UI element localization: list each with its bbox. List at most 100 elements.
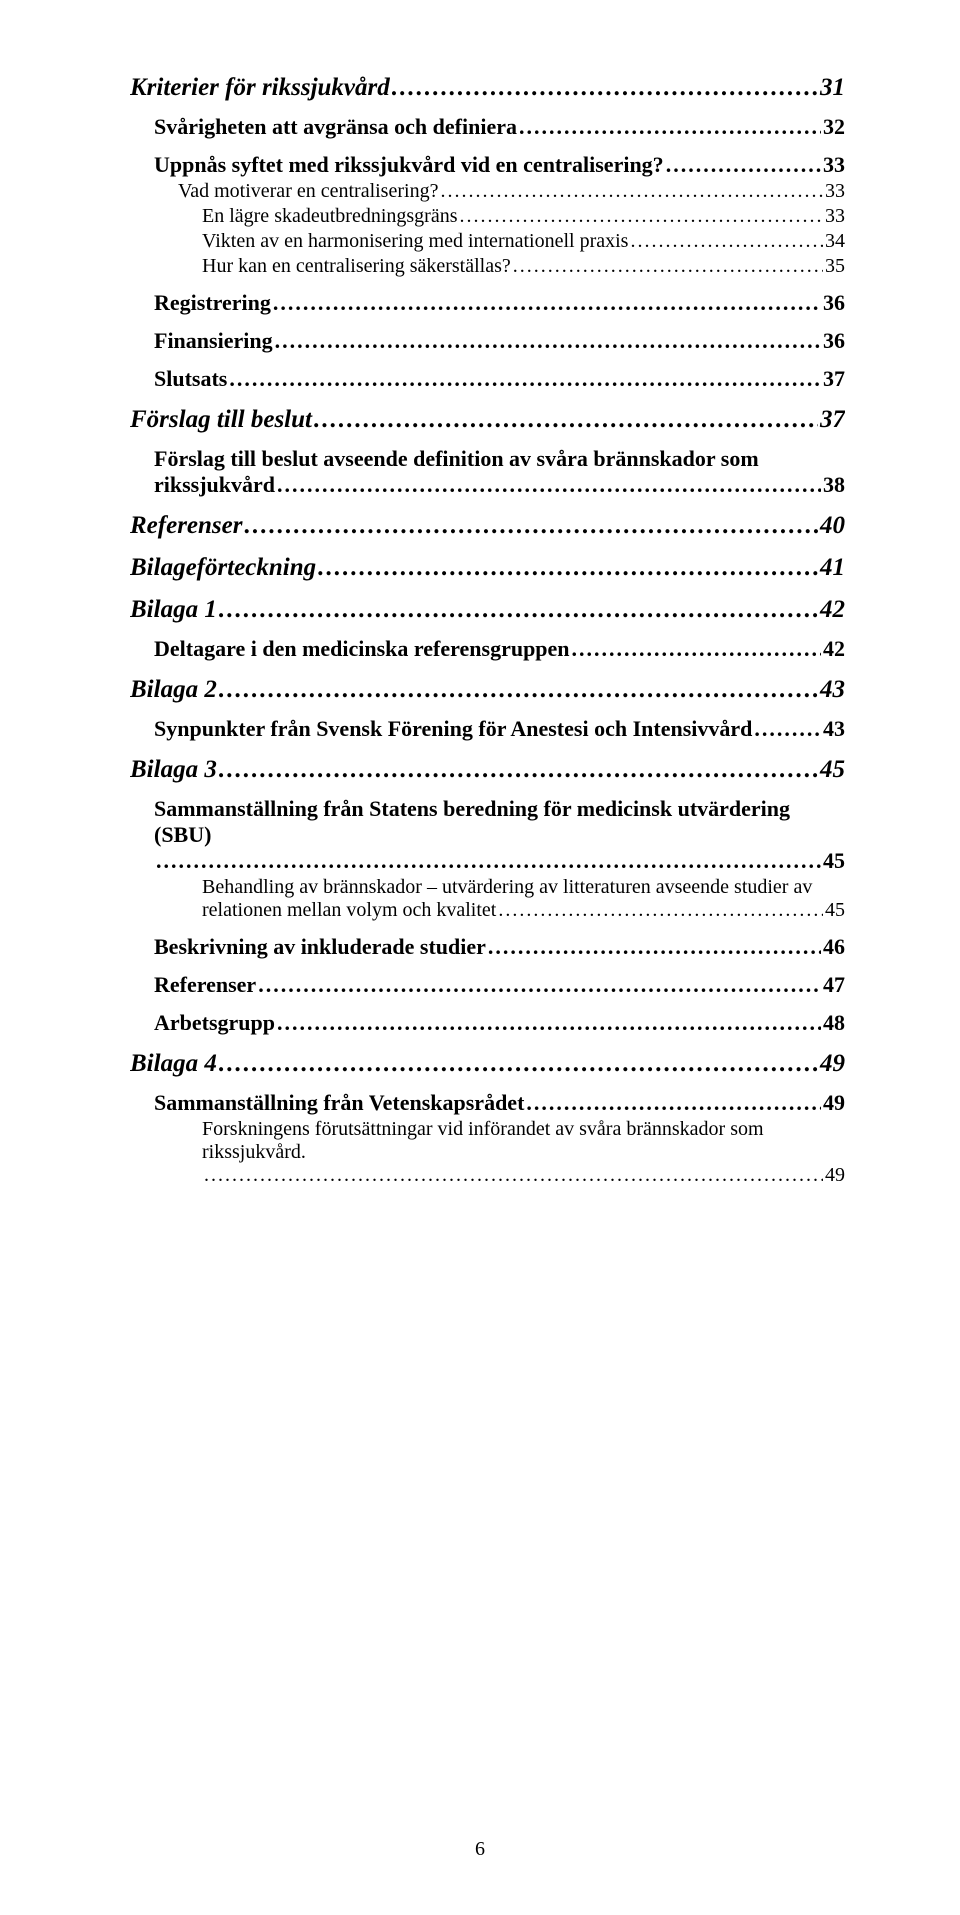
toc-entry-label: Bilaga 2: [130, 676, 217, 704]
toc-entry-label: Finansiering: [154, 328, 273, 354]
toc-entry-label: Arbetsgrupp: [154, 1010, 275, 1036]
toc-entry-page: 36: [823, 290, 845, 316]
toc-entry: Kriterier för rikssjukvård 31: [130, 74, 845, 102]
toc-leader-dots: [314, 406, 818, 434]
toc-leader-dots: [219, 756, 818, 784]
toc-leader-dots: [277, 1010, 821, 1036]
toc-leader-dots: [275, 328, 821, 354]
toc-entry-label: Registrering: [154, 290, 271, 316]
toc-entry-page: 33: [823, 152, 845, 178]
toc-entry-page: 46: [823, 934, 845, 960]
toc-leader-dots: [244, 512, 818, 540]
toc-entry-page: 49: [825, 1164, 845, 1187]
toc-entry-page: 42: [820, 596, 845, 624]
toc-entry-page: 41: [820, 554, 845, 582]
toc-entry: Slutsats 37: [154, 366, 845, 392]
toc-entry: Svårigheten att avgränsa och definiera 32: [154, 114, 845, 140]
toc-entry: 49: [202, 1164, 845, 1187]
toc-entry: Bilaga 4 49: [130, 1050, 845, 1078]
toc-leader-dots: [156, 848, 821, 874]
toc-entry-page: 32: [823, 114, 845, 140]
toc-entry-text: Förslag till beslut avseende definition …: [154, 446, 845, 472]
toc-entry: Synpunkter från Svensk Förening för Anes…: [154, 716, 845, 742]
toc-leader-dots: [513, 255, 823, 278]
toc-entry: Finansiering 36: [154, 328, 845, 354]
toc-leader-dots: [318, 554, 818, 582]
page-number: 6: [0, 1838, 960, 1861]
toc-leader-dots: [258, 972, 821, 998]
toc-entry-page: 45: [825, 899, 845, 922]
toc-entry-page: 35: [825, 255, 845, 278]
toc-entry-text: Sammanställning från Statens beredning f…: [154, 796, 845, 848]
toc-entry-page: 33: [825, 205, 845, 228]
toc-entry-page: 42: [823, 636, 845, 662]
toc-entry: Bilaga 142: [130, 596, 845, 624]
toc-entry-label: Deltagare i den medicinska referensgrupp…: [154, 636, 570, 662]
toc-leader-dots: [666, 152, 821, 178]
toc-leader-dots: [219, 596, 818, 624]
toc-leader-dots: [498, 899, 823, 922]
toc-entry-label: Referenser: [130, 512, 242, 540]
toc-leader-dots: [204, 1164, 823, 1187]
toc-entry-page: 43: [823, 716, 845, 742]
toc-entry-page: 38: [823, 472, 845, 498]
toc-entry-label: Kriterier för rikssjukvård: [130, 74, 390, 102]
toc-entry-page: 49: [820, 1050, 845, 1078]
toc-entry-label: Bilaga 4: [130, 1050, 217, 1078]
toc-entry-page: 40: [820, 512, 845, 540]
toc-entry: Referenser47: [154, 972, 845, 998]
toc-entry-label: En lägre skadeutbredningsgräns: [202, 205, 457, 228]
toc-entry-label: Synpunkter från Svensk Förening för Anes…: [154, 716, 752, 742]
toc-entry: rikssjukvård38: [154, 472, 845, 498]
toc-leader-dots: [219, 676, 818, 704]
toc-entry: Vad motiverar en centralisering?33: [178, 180, 845, 203]
toc-leader-dots: [519, 114, 821, 140]
toc-entry: En lägre skadeutbredningsgräns 33: [202, 205, 845, 228]
toc-leader-dots: [273, 290, 821, 316]
toc-leader-dots: [630, 230, 823, 253]
document-page: Kriterier för rikssjukvård 31 Svårigheten …: [0, 0, 960, 1915]
toc-entry-label: Hur kan en centralisering säkerställas?: [202, 255, 511, 278]
toc-entry-label: relationen mellan volym och kvalitet: [202, 899, 496, 922]
toc-entry: relationen mellan volym och kvalitet 45: [202, 899, 845, 922]
toc-entry: Referenser 40: [130, 512, 845, 540]
table-of-contents: Kriterier för rikssjukvård 31 Svårigheten …: [130, 74, 845, 1187]
toc-leader-dots: [488, 934, 821, 960]
toc-leader-dots: [440, 180, 823, 203]
toc-entry-label: Sammanställning från Vetenskapsrådet: [154, 1090, 524, 1116]
toc-entry-label: Svårigheten att avgränsa och definiera: [154, 114, 517, 140]
toc-entry-page: 34: [825, 230, 845, 253]
toc-entry-text: Forskningens förutsättningar vid införan…: [202, 1118, 845, 1164]
toc-leader-dots: [219, 1050, 818, 1078]
toc-entry-page: 33: [825, 180, 845, 203]
toc-entry-label: Uppnås syftet med rikssjukvård vid en ce…: [154, 152, 664, 178]
toc-leader-dots: [572, 636, 821, 662]
toc-entry-page: 49: [823, 1090, 845, 1116]
toc-entry-label: Vikten av en harmonisering med internati…: [202, 230, 628, 253]
toc-leader-dots: [754, 716, 821, 742]
toc-leader-dots: [229, 366, 821, 392]
toc-entry: Vikten av en harmonisering med internati…: [202, 230, 845, 253]
toc-leader-dots: [459, 205, 823, 228]
toc-leader-dots: [392, 74, 818, 102]
toc-entry-label: Bilaga 3: [130, 756, 217, 784]
toc-leader-dots: [526, 1090, 821, 1116]
toc-entry-text: Behandling av brännskador – utvärdering …: [202, 876, 845, 899]
toc-entry-page: 37: [823, 366, 845, 392]
toc-entry-page: 47: [823, 972, 845, 998]
toc-leader-dots: [277, 472, 821, 498]
toc-entry: Sammanställning från Vetenskapsrådet 49: [154, 1090, 845, 1116]
toc-entry: 45: [154, 848, 845, 874]
toc-entry-page: 31: [820, 74, 845, 102]
toc-entry-page: 45: [823, 848, 845, 874]
toc-entry-label: Slutsats: [154, 366, 227, 392]
toc-entry-page: 43: [820, 676, 845, 704]
toc-entry-page: 36: [823, 328, 845, 354]
toc-entry-page: 48: [823, 1010, 845, 1036]
toc-entry: Beskrivning av inkluderade studier46: [154, 934, 845, 960]
toc-entry: Bilageförteckning41: [130, 554, 845, 582]
toc-entry-label: Förslag till beslut: [130, 406, 312, 434]
toc-entry: Bilaga 2 43: [130, 676, 845, 704]
toc-entry: Registrering 36: [154, 290, 845, 316]
toc-entry: Bilaga 345: [130, 756, 845, 784]
